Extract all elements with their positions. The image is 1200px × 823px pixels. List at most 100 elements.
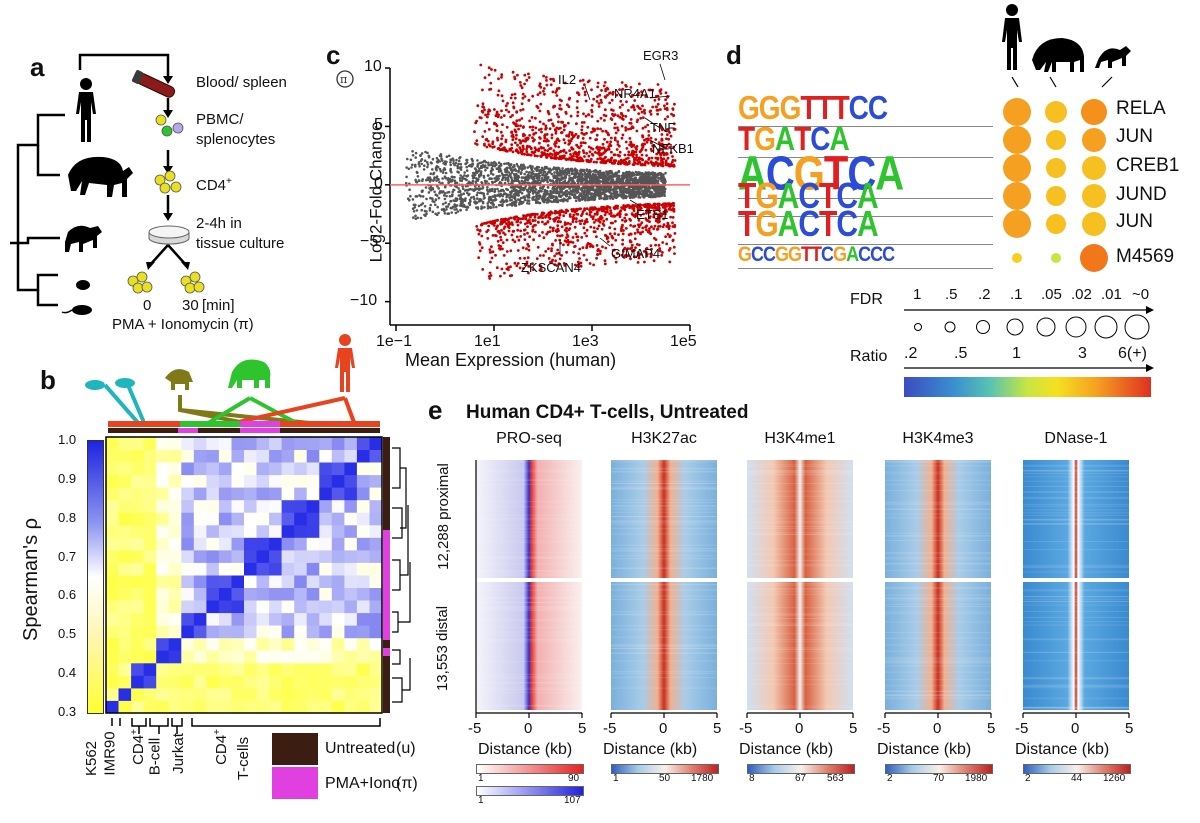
motif-name-label: JUN xyxy=(1116,126,1153,147)
correlation-cell xyxy=(206,487,220,501)
correlation-cell xyxy=(218,537,232,551)
correlation-cell xyxy=(156,600,170,614)
correlation-cell xyxy=(131,612,145,626)
correlation-cell xyxy=(168,512,182,526)
fdr-size-circle xyxy=(1124,314,1150,340)
correlation-cell xyxy=(218,612,232,626)
enrichment-dot xyxy=(1082,184,1106,208)
correlation-cell xyxy=(206,675,220,689)
correlation-colorbar xyxy=(87,440,104,714)
correlation-cell xyxy=(294,675,308,689)
correlation-cell xyxy=(369,687,383,701)
enrichment-dot xyxy=(1082,156,1106,180)
correlation-cell xyxy=(369,499,383,513)
correlation-cell xyxy=(231,462,245,476)
panel-b-label: b xyxy=(40,365,56,395)
track-xlabel: Distance (kb) xyxy=(603,741,698,758)
correlation-cell xyxy=(206,537,220,551)
correlation-cell xyxy=(294,449,308,463)
fdr-tick-label: .05 xyxy=(1041,286,1062,303)
correlation-cell xyxy=(319,700,333,714)
correlation-cell xyxy=(156,549,170,563)
correlation-cell xyxy=(344,537,358,551)
correlation-cell xyxy=(181,637,195,651)
correlation-cell xyxy=(218,487,232,501)
correlation-cell xyxy=(294,437,308,450)
correlation-cell xyxy=(369,662,383,676)
correlation-cell xyxy=(244,612,257,626)
legend-untreated-label: Untreated xyxy=(325,740,396,757)
colorbar-tick-label: 0.9 xyxy=(58,470,77,486)
enrichment-dot xyxy=(1080,244,1108,272)
correlation-cell xyxy=(306,562,320,576)
correlation-cell xyxy=(156,587,170,601)
correlation-cell xyxy=(319,499,333,513)
track-scale-tick: 90 xyxy=(568,773,580,784)
panel-a-label: a xyxy=(30,52,45,82)
correlation-cell xyxy=(218,700,232,714)
track-scale-bar-2 xyxy=(476,786,584,796)
correlation-cell xyxy=(118,662,132,676)
correlation-cell xyxy=(281,537,295,551)
correlation-cell xyxy=(106,600,119,614)
correlation-cell xyxy=(244,512,257,526)
correlation-cell xyxy=(369,474,383,488)
track-scale-bar xyxy=(885,764,993,774)
correlation-cell xyxy=(356,637,370,651)
correlation-cell xyxy=(193,587,207,601)
correlation-cell xyxy=(244,675,257,689)
correlation-cell xyxy=(281,600,295,614)
correlation-cell xyxy=(281,687,295,701)
correlation-cell xyxy=(118,587,132,601)
correlation-cell xyxy=(369,650,383,664)
timepoint-0: 0 xyxy=(143,297,152,314)
enrichment-dot xyxy=(1045,101,1067,123)
row-label-jurkat: Jurkat xyxy=(169,733,187,774)
spearman-axis-label: Spearman's ρ xyxy=(20,517,43,642)
correlation-cell xyxy=(181,512,195,526)
fdr-size-circle xyxy=(1065,316,1087,338)
correlation-cell xyxy=(269,549,283,563)
legend-pma-symbol: (π) xyxy=(396,775,418,792)
correlation-cell xyxy=(331,662,345,676)
correlation-cell xyxy=(231,625,245,639)
track-xtick-label: 0 xyxy=(933,720,942,737)
correlation-cell xyxy=(106,637,119,651)
colorbar-tick-label: 1.0 xyxy=(58,432,77,447)
correlation-cell xyxy=(131,462,145,476)
correlation-cell xyxy=(156,474,170,488)
correlation-cell xyxy=(356,600,370,614)
correlation-cell xyxy=(231,449,245,463)
correlation-cell xyxy=(231,474,245,488)
correlation-cell xyxy=(118,449,132,463)
track-heatmap xyxy=(746,460,854,718)
correlation-cell xyxy=(281,474,295,488)
correlation-cell xyxy=(168,575,182,588)
correlation-cell xyxy=(244,537,257,551)
correlation-cell xyxy=(131,587,145,601)
fdr-size-circle xyxy=(1036,317,1056,337)
track-heatmap xyxy=(884,460,992,718)
fdr-tick-label: 1 xyxy=(913,286,922,303)
correlation-cell xyxy=(168,687,182,701)
correlation-cell xyxy=(193,449,207,463)
correlation-cell xyxy=(331,449,345,463)
correlation-cell xyxy=(218,462,232,476)
correlation-cell xyxy=(193,650,207,664)
track-xtick-label: -5 xyxy=(468,720,482,737)
correlation-cell xyxy=(131,449,145,463)
correlation-cell xyxy=(143,700,157,714)
correlation-cell xyxy=(294,612,308,626)
correlation-cell xyxy=(319,575,333,588)
ratio-label: Ratio xyxy=(850,348,888,365)
correlation-cell xyxy=(168,524,182,538)
track-xtick-label: 0 xyxy=(1071,720,1080,737)
fdr-tick-label: .1 xyxy=(1010,286,1023,303)
panel-c-label: c xyxy=(326,40,341,70)
gene-label-egr3: EGR3 xyxy=(643,48,679,63)
track-xtick-label: -5 xyxy=(877,720,891,737)
track-scale-tick: 50 xyxy=(659,773,671,784)
correlation-cell xyxy=(218,662,232,676)
correlation-cell xyxy=(143,499,157,513)
correlation-cell xyxy=(143,575,157,588)
